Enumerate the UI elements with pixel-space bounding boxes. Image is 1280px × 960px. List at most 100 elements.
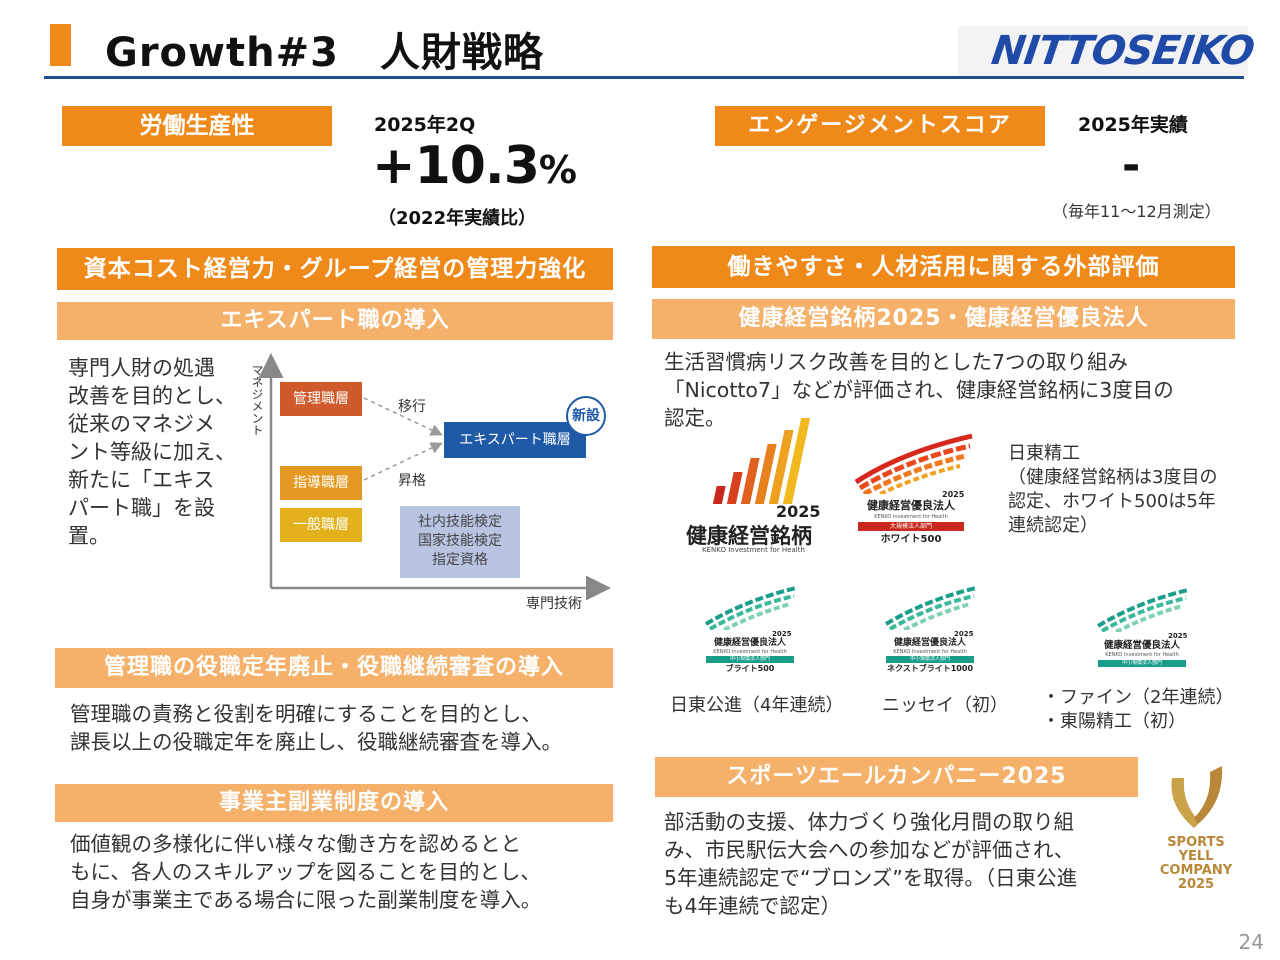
diagram-axes: [258, 353, 611, 601]
new-badge: 新設: [566, 396, 606, 436]
small-corp-wave-icon: [1096, 588, 1189, 632]
bright500-rank: ブライト500: [725, 664, 775, 673]
sports-yell-line: 2025: [1177, 877, 1215, 892]
productivity-value-wrap: +10.3%: [372, 136, 577, 196]
next-bright-name: 健康経営優良法人: [893, 638, 966, 648]
productivity-label: 労働生産性: [62, 106, 332, 146]
nittoseiko-logo: NITTOSEIKO: [988, 28, 1257, 74]
health-body-line: 認定。: [664, 406, 726, 430]
qualification-line: 国家技能検定: [418, 533, 502, 549]
health-body-line: 「Nicotto7」などが評価され、健康経営銘柄に3度目の: [664, 378, 1174, 402]
expert-title: エキスパート職の導入: [57, 302, 613, 340]
white500-wave-icon: [854, 433, 973, 494]
retire-title: 管理職の役職定年廃止・役職継続審査の導入: [55, 648, 613, 688]
health-title: 健康経営銘柄2025・健康経営優良法人: [652, 299, 1235, 339]
productivity-period: 2025年2Q: [374, 114, 476, 136]
retire-body: 管理職の責務と役割を明確にすることを目的とし、 課長以上の役職定年を廃止し、役職…: [70, 700, 615, 756]
bright500-category: 中小規模法人部門: [706, 656, 794, 663]
expert-body-line: 従来のマネジメ: [68, 412, 215, 436]
productivity-note: （2022年実績比）: [378, 208, 537, 229]
company-note-line: 認定、ホワイト500は5年: [1008, 491, 1216, 512]
engagement-value: -: [1122, 140, 1141, 191]
sports-body-line: み、市民駅伝大会への参加などが評価され、: [664, 838, 1075, 862]
small-corp-caption: ・ファイン（2年連続） ・東陽精工（初）: [1042, 686, 1233, 734]
next-bright-category: 中小規模法人部門: [886, 656, 974, 663]
expert-body: 専門人財の処遇 改善を目的とし、 従来のマネジメ ント等級に加え、 新たに「エキ…: [68, 354, 248, 550]
meigara-name: 健康経営銘柄: [686, 524, 812, 548]
sports-yell-line: YELL: [1178, 849, 1214, 864]
left-section-title: 資本コスト経営力・グループ経営の管理力強化: [57, 248, 613, 290]
bright500-wave-icon: [704, 586, 797, 630]
next-bright-logo: 2025 健康経営優良法人 KENKO Investment for Healt…: [880, 584, 980, 674]
company-note-line: （健康経営銘柄は3度目の: [1008, 467, 1218, 488]
x-axis-label: 専門技術: [526, 596, 582, 612]
expert-body-line: パート職」を設: [68, 496, 215, 520]
meigara-year: 2025: [776, 502, 821, 521]
next-bright-sub: KENKO Investment for Health: [893, 649, 967, 655]
engagement-period: 2025年実績: [1078, 114, 1188, 136]
sports-yell-line: SPORTS: [1167, 835, 1225, 850]
expert-box: エキスパート職層: [444, 422, 586, 458]
manager-box: 管理職層: [280, 382, 362, 416]
engagement-label: エンゲージメントスコア: [715, 106, 1045, 146]
sidejob-body: 価値観の多様化に伴い様々な働き方を認めるとと もに、各人のスキルアップを図ること…: [70, 830, 615, 914]
small-corp-sub: KENKO Investment for Health: [1105, 652, 1179, 658]
expert-body-line: 置。: [68, 524, 110, 548]
y-axis-label: マネジメント: [250, 364, 264, 436]
retire-body-line: 管理職の責務と役割を明確にすることを目的とし、: [70, 702, 542, 726]
bright500-caption: 日東公進（4年連続）: [670, 695, 844, 716]
sidejob-body-line: 自身が事業主である場合に限った副業制度を導入。: [70, 888, 542, 912]
general-box: 一般職層: [280, 508, 362, 542]
sports-body-line: 部活動の支援、体力づくり強化月間の取り組: [664, 810, 1074, 834]
white500-rank: ホワイト500: [880, 534, 942, 545]
white500-logo: 2025 健康経営優良法人 KENKO Investment for Healt…: [852, 432, 977, 552]
bright500-sub: KENKO Investment for Health: [713, 649, 787, 655]
expert-diagram: マネジメント 専門技術 管理職層 指導職層 一般職層 エキスパート職層 新設 移…: [248, 352, 613, 614]
sports-body-line: も4年連続で認定）: [664, 894, 842, 918]
small-corp-caption-line: ・ファイン（2年連続）: [1042, 687, 1234, 708]
next-bright-rank: ネクストブライト1000: [886, 664, 974, 673]
sports-yell-text: SPORTS YELL COMPANY 2025: [1158, 836, 1234, 892]
sports-body: 部活動の支援、体力づくり強化月間の取り組 み、市民駅伝大会への参加などが評価され…: [664, 808, 1077, 920]
qualification-line: 社内技能検定: [418, 514, 502, 530]
meigara-bars-icon: [712, 418, 811, 504]
sports-body-line: 5年連続認定で“ブロンズ”を取得。（日東公進: [664, 866, 1078, 890]
title-accent-bar: [50, 24, 71, 66]
promote-label: 昇格: [398, 473, 426, 489]
small-corp-name: 健康経営優良法人: [1103, 640, 1180, 651]
sidejob-title: 事業主副業制度の導入: [55, 784, 613, 822]
small-corp-year: 2025: [1168, 632, 1188, 640]
expert-body-line: ント等級に加え、: [68, 440, 236, 464]
qualification-box: 社内技能検定 国家技能検定 指定資格: [400, 506, 520, 578]
next-bright-year: 2025: [954, 630, 974, 638]
company-note-line: 日東精工: [1008, 443, 1080, 464]
logo-background: [958, 26, 1248, 76]
bright500-year: 2025: [772, 630, 792, 638]
retire-body-line: 課長以上の役職定年を廃止し、役職継続審査を導入。: [70, 730, 562, 754]
white500-year: 2025: [942, 490, 965, 499]
small-corp-category: 中小規模法人部門: [1098, 660, 1186, 667]
transfer-label: 移行: [398, 399, 426, 415]
health-body-line: 生活習慣病リスク改善を目的とした7つの取り組み: [664, 350, 1129, 374]
next-bright-caption: ニッセイ（初）: [882, 695, 1008, 716]
sidejob-body-line: 価値観の多様化に伴い様々な働き方を認めるとと: [70, 832, 521, 856]
leader-box: 指導職層: [280, 466, 362, 500]
engagement-note: （毎年11～12月測定）: [1052, 202, 1221, 221]
productivity-unit: %: [538, 148, 577, 192]
company-note-line: 連続認定）: [1008, 515, 1098, 536]
bright500-logo: 2025 健康経営優良法人 KENKO Investment for Healt…: [700, 584, 800, 674]
page-title: Growth#3 人財戦略: [105, 30, 544, 76]
sidejob-body-line: もに、各人のスキルアップを図ることを目的とし、: [70, 860, 541, 884]
small-corp-caption-line: ・東陽精工（初）: [1042, 711, 1186, 732]
productivity-value: +10.3: [372, 136, 540, 196]
meigara-sub: KENKO Investment for Health: [702, 546, 805, 554]
health-meigara-logo: 2025 健康経営銘柄 KENKO Investment for Health: [684, 414, 822, 558]
next-bright-wave-icon: [884, 586, 977, 630]
sports-yell-logo: SPORTS YELL COMPANY 2025: [1158, 762, 1234, 892]
health-body: 生活習慣病リスク改善を目的とした7つの取り組み 「Nicotto7」などが評価さ…: [664, 348, 1174, 432]
white500-sub: KENKO Investment for Health: [874, 514, 948, 520]
right-section-title: 働きやすさ・人材活用に関する外部評価: [652, 246, 1235, 288]
page-number: 24: [1238, 930, 1264, 954]
bright500-name: 健康経営優良法人: [713, 638, 786, 648]
small-corp-logo: 2025 健康経営優良法人 KENKO Investment for Healt…: [1092, 586, 1192, 672]
